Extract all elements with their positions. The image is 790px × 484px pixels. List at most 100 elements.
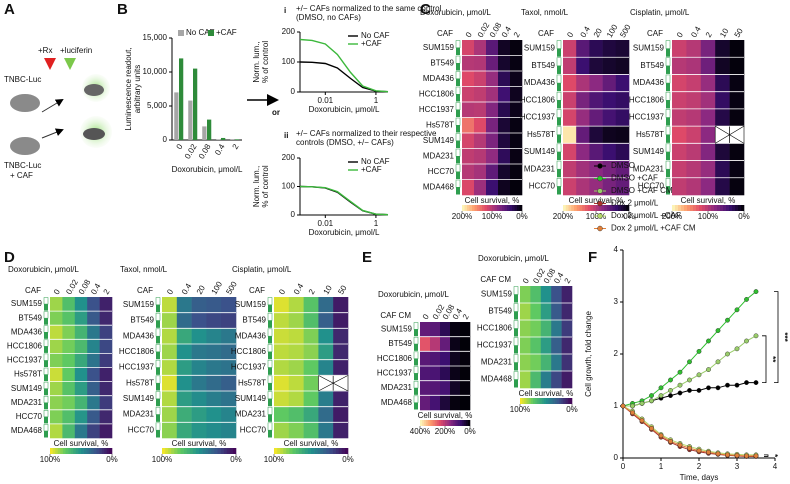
- caf-indicator: [413, 395, 419, 403]
- column-label: CAF: [249, 286, 265, 295]
- heatmap-cell: [672, 143, 687, 161]
- colorbar-swatch: [295, 448, 299, 454]
- heatmap-cell: [563, 57, 577, 75]
- heatmap-cell: [206, 359, 222, 376]
- colorbar-swatch: [502, 205, 505, 211]
- heatmap-cell: [99, 395, 113, 411]
- heatmap-cell: [274, 328, 290, 345]
- legend-marker: [597, 188, 603, 194]
- colorbar-swatch: [535, 398, 538, 404]
- chart-title: Cisplatin, μmol/L: [630, 8, 690, 17]
- heatmap-cell: [474, 40, 487, 56]
- row-label: MDA436: [524, 78, 556, 87]
- y-tick-label: 0: [291, 87, 296, 96]
- y-tick-label: 1: [614, 401, 619, 410]
- colorbar-swatch: [492, 205, 495, 211]
- colorbar-swatch: [528, 398, 532, 404]
- x-axis-label: Time, days: [680, 473, 719, 482]
- heatmap-cell: [176, 406, 192, 423]
- heatmap-cell: [602, 57, 617, 75]
- column-header: 50: [336, 283, 349, 296]
- column-header: 0.4: [292, 281, 306, 296]
- colorbar-swatch: [587, 205, 591, 211]
- colorbar-swatch: [723, 205, 727, 211]
- heatmap-cell: [303, 375, 319, 392]
- heatmap-cell: [87, 325, 100, 340]
- heatmap-cell: [462, 102, 475, 118]
- colorbar-tick-label: 100%: [698, 212, 718, 221]
- column-header: 50: [733, 26, 746, 39]
- row-label: MDA231: [633, 164, 665, 173]
- data-point: [715, 385, 721, 391]
- caf-indicator: [665, 109, 671, 118]
- heatmap-cell: [672, 91, 687, 110]
- row-label: Hs578T: [238, 378, 266, 387]
- colorbar-swatch: [607, 205, 611, 211]
- heatmap-cell: [440, 336, 451, 352]
- data-point: [630, 403, 635, 409]
- heatmap-cell: [686, 177, 702, 196]
- data-point: [706, 385, 711, 391]
- heatmap-cell: [520, 303, 531, 321]
- colorbar-swatch: [186, 448, 191, 454]
- heatmap-cell: [221, 391, 237, 407]
- legend-label: DMSO +CAF CM: [611, 186, 673, 195]
- colorbar-swatch: [729, 205, 733, 211]
- y-tick-label: 2: [614, 349, 619, 358]
- row-label: HCC1806: [377, 354, 413, 363]
- legend-label: DMSO +CAF: [611, 174, 658, 183]
- caf-indicator: [455, 55, 461, 64]
- data-point: [744, 338, 749, 344]
- colorbar-swatch: [332, 448, 336, 454]
- heatmap-cell: [333, 406, 349, 423]
- colorbar-swatch: [559, 398, 562, 404]
- heatmap-cell: [450, 395, 461, 411]
- heatmap-cell: [551, 320, 562, 338]
- heatmap-cell: [74, 395, 88, 411]
- heatmap-cell: [162, 391, 178, 407]
- x-tick-label: 0: [621, 462, 626, 471]
- heatmap-cell: [288, 422, 304, 439]
- bar: [221, 137, 226, 140]
- caf-indicator: [156, 383, 160, 391]
- caf-indicator: [456, 94, 460, 102]
- colorbar-swatch: [702, 205, 706, 211]
- column-header: 0.4: [579, 24, 593, 39]
- row-label: BT549: [640, 61, 664, 70]
- heatmap-cell: [191, 312, 207, 329]
- x-tick-label: 2: [697, 462, 702, 471]
- caf-indicator: [268, 320, 272, 328]
- heatmap-cell: [333, 344, 349, 360]
- annotation: *: [770, 454, 779, 458]
- data-point: [677, 382, 683, 388]
- heatmap-cell: [176, 312, 192, 329]
- colorbar-swatch: [623, 205, 627, 211]
- heatmap-cell: [50, 325, 63, 340]
- heatmap-cell: [62, 423, 76, 439]
- heatmap-cell: [62, 325, 76, 340]
- heatmap-cell: [520, 354, 531, 372]
- legend-marker: [597, 175, 603, 182]
- colorbar-swatch: [582, 205, 586, 211]
- colorbar-swatch: [202, 448, 206, 454]
- caf-indicator: [414, 329, 418, 337]
- data-point: [734, 382, 740, 388]
- heatmap-cell: [615, 160, 630, 179]
- data-point: [649, 425, 654, 431]
- y-tick-label: 0: [614, 453, 619, 462]
- heatmap-cell: [576, 143, 590, 161]
- colorbar-swatch: [226, 448, 231, 454]
- colorbar-swatch: [104, 448, 108, 454]
- heatmap-cell: [602, 126, 617, 144]
- legend-label: +CAF: [361, 39, 382, 48]
- column-header: 2: [307, 287, 317, 296]
- caf-indicator: [455, 40, 461, 48]
- heatmap-cell: [589, 126, 603, 144]
- heatmap-cell: [87, 353, 100, 368]
- colorbar-swatch: [326, 448, 330, 454]
- caf-indicator: [155, 391, 161, 400]
- colorbar-swatch: [229, 448, 234, 454]
- caf-indicator: [414, 373, 418, 381]
- heatmap-cell: [162, 406, 178, 423]
- caf-indicator: [513, 303, 519, 312]
